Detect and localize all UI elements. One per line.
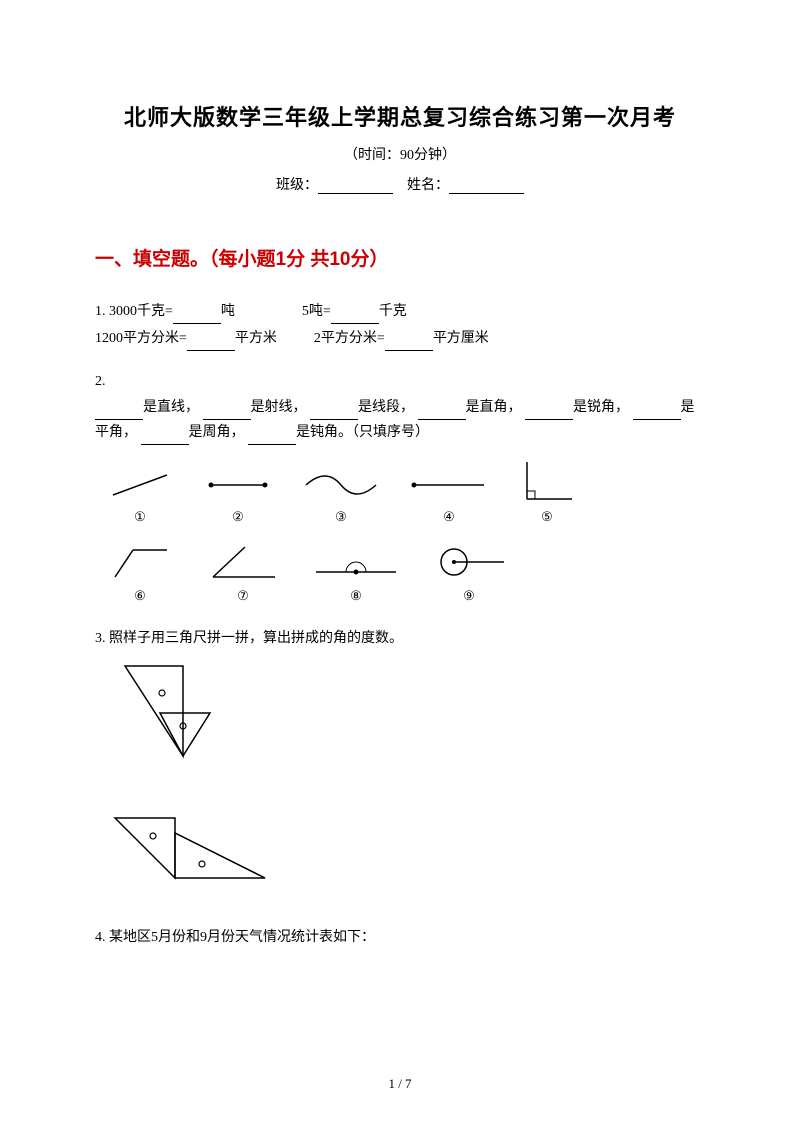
q1-blank-2[interactable] xyxy=(331,310,379,324)
label-3: ③ xyxy=(335,505,347,528)
q1-blank-3[interactable] xyxy=(187,337,235,351)
label-8: ⑧ xyxy=(350,584,362,607)
q2-t2: 是射线， xyxy=(251,400,307,415)
q1-p3a: 1200平方分米= xyxy=(95,331,187,346)
q4-text: 某地区5月份和9月份天气情况统计表如下： xyxy=(109,930,375,945)
q1-num: 1. xyxy=(95,304,106,319)
q1-p1a: 3000千克= xyxy=(109,304,173,319)
q2-t1: 是直线， xyxy=(143,400,199,415)
q2-num: 2. xyxy=(95,369,705,394)
q2-t8: 是钝角。（只填序号） xyxy=(296,425,429,440)
q1-p2b: 千克 xyxy=(379,304,407,319)
question-2: 2. 是直线， 是射线， 是线段， 是直角， 是锐角， 是平角， 是周角， 是钝… xyxy=(95,369,705,607)
q1-blank-4[interactable] xyxy=(385,337,433,351)
class-label: 班级： xyxy=(276,178,318,193)
figure-2-icon xyxy=(203,467,273,503)
name-label: 姓名： xyxy=(407,178,449,193)
figure-4-icon xyxy=(409,467,489,503)
label-7: ⑦ xyxy=(237,584,249,607)
q1-p4b: 平方厘米 xyxy=(433,331,489,346)
figure-9-icon xyxy=(429,542,509,582)
question-3: 3. 照样子用三角尺拼一拼，算出拼成的角的度数。 xyxy=(95,626,705,908)
figure-3-icon xyxy=(301,467,381,503)
page-title: 北师大版数学三年级上学期总复习综合练习第一次月考 xyxy=(95,100,705,132)
name-blank[interactable] xyxy=(449,178,524,194)
page-number: 1 / 7 xyxy=(0,1076,800,1092)
label-6: ⑥ xyxy=(134,584,146,607)
q2-blank-3[interactable] xyxy=(310,406,358,420)
triangle-pair-1-icon xyxy=(105,661,255,781)
q2-blank-2[interactable] xyxy=(203,406,251,420)
label-2: ② xyxy=(232,505,244,528)
label-5: ⑤ xyxy=(541,505,553,528)
q1-blank-1[interactable] xyxy=(173,310,221,324)
figure-1-icon xyxy=(105,467,175,503)
q2-blank-4[interactable] xyxy=(418,406,466,420)
section-1-header: 一、填空题。（每小题1分 共10分） xyxy=(95,244,705,271)
figure-6-icon xyxy=(105,542,175,582)
q2-blank-5[interactable] xyxy=(525,406,573,420)
q2-blank-6[interactable] xyxy=(633,406,681,420)
q4-num: 4. xyxy=(95,930,106,945)
q2-blank-8[interactable] xyxy=(248,431,296,445)
label-1: ① xyxy=(134,505,146,528)
question-1: 1. 3000千克= 吨 5吨= 千克 1200平方分米= 平方米 2平方分米= 平方厘… xyxy=(95,299,705,351)
q1-p4a: 2平方分米= xyxy=(314,331,385,346)
q1-p2a: 5吨= xyxy=(302,304,331,319)
question-4: 4. 某地区5月份和9月份天气情况统计表如下： xyxy=(95,925,705,950)
q2-t3: 是线段， xyxy=(358,400,414,415)
label-9: ⑨ xyxy=(463,584,475,607)
q1-p3b: 平方米 xyxy=(235,331,277,346)
q2-blank-7[interactable] xyxy=(141,431,189,445)
q2-t4: 是直角， xyxy=(466,400,522,415)
figure-7-icon xyxy=(203,542,283,582)
time-note: （时间：90分钟） xyxy=(95,144,705,164)
q2-t7: 是周角， xyxy=(189,425,245,440)
q2-blank-1[interactable] xyxy=(95,406,143,420)
class-name-row: 班级： 姓名： xyxy=(95,174,705,194)
q3-num: 3. xyxy=(95,631,106,646)
diagram-row-2: ⑥ ⑦ ⑧ ⑨ xyxy=(105,542,705,607)
diagram-row-1: ① ② ③ ④ ⑤ xyxy=(105,459,705,528)
figure-8-icon xyxy=(311,544,401,582)
q2-t5: 是锐角， xyxy=(573,400,629,415)
label-4: ④ xyxy=(443,505,455,528)
q3-text: 照样子用三角尺拼一拼，算出拼成的角的度数。 xyxy=(109,631,403,646)
figure-5-icon xyxy=(517,459,577,503)
q1-p1b: 吨 xyxy=(221,304,235,319)
class-blank[interactable] xyxy=(318,178,393,194)
triangle-pair-2-icon xyxy=(105,808,285,898)
